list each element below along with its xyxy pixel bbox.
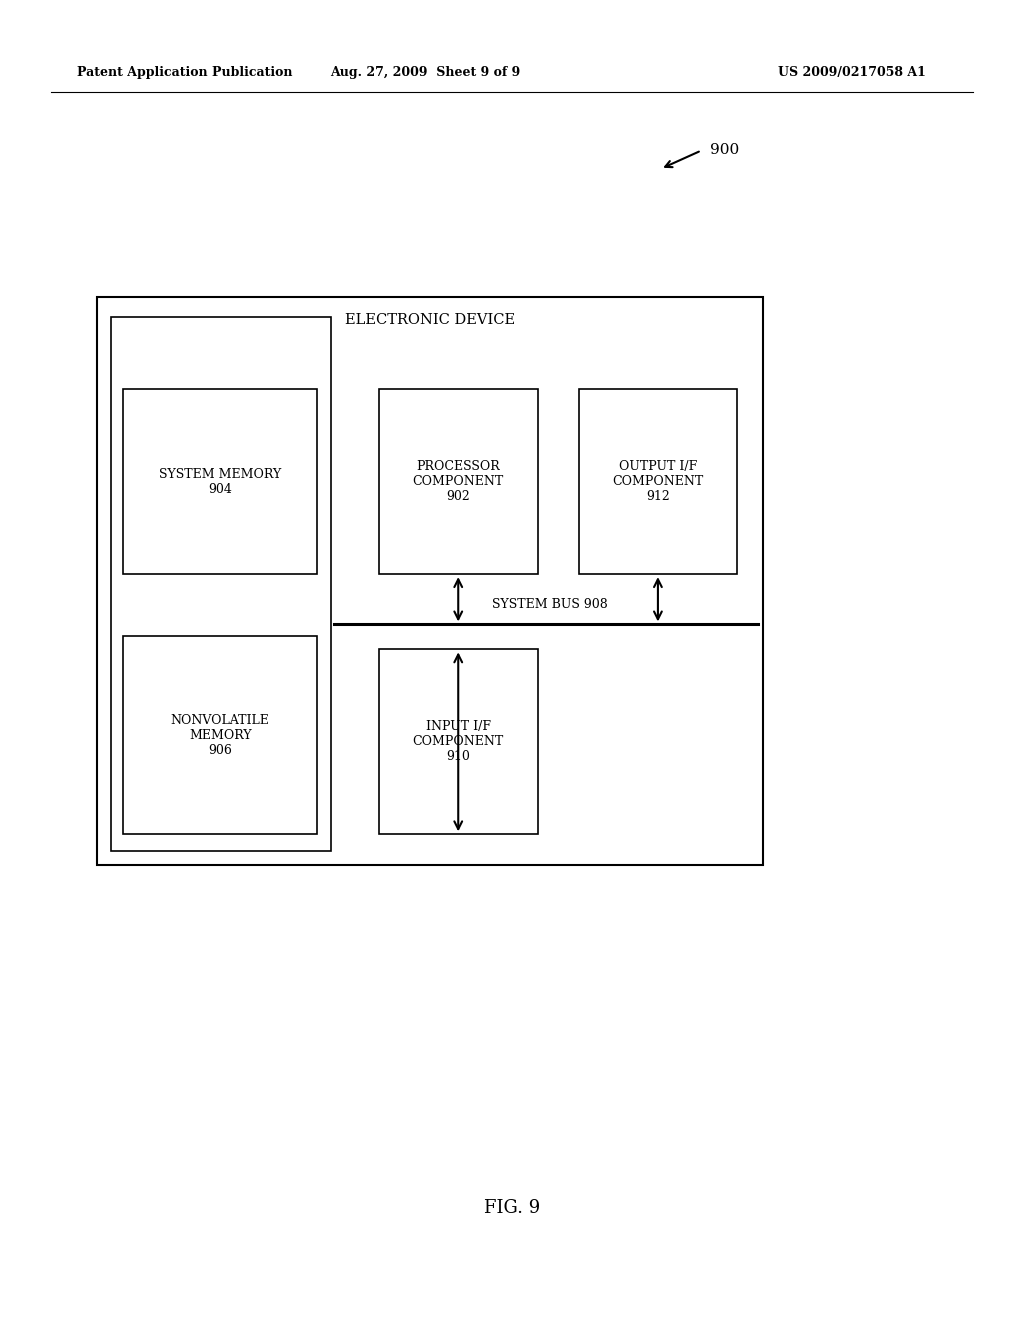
Bar	[123, 636, 317, 834]
Text: NONVOLATILE
MEMORY
906: NONVOLATILE MEMORY 906	[171, 714, 269, 756]
Text: SYSTEM MEMORY
904: SYSTEM MEMORY 904	[159, 467, 282, 496]
Text: Aug. 27, 2009  Sheet 9 of 9: Aug. 27, 2009 Sheet 9 of 9	[330, 66, 520, 79]
Text: 900: 900	[710, 144, 739, 157]
Bar	[579, 389, 737, 574]
Text: ELECTRONIC DEVICE: ELECTRONIC DEVICE	[345, 313, 515, 327]
Bar	[379, 389, 538, 574]
Text: FIG. 9: FIG. 9	[484, 1199, 540, 1217]
Bar	[123, 389, 317, 574]
Text: SYSTEM BUS 908: SYSTEM BUS 908	[492, 598, 607, 611]
Text: PROCESSOR
COMPONENT
902: PROCESSOR COMPONENT 902	[413, 461, 504, 503]
Text: OUTPUT I/F
COMPONENT
912: OUTPUT I/F COMPONENT 912	[612, 461, 703, 503]
Bar	[379, 649, 538, 834]
Bar	[111, 317, 331, 851]
Text: Patent Application Publication: Patent Application Publication	[77, 66, 292, 79]
Bar	[97, 297, 763, 865]
Text: INPUT I/F
COMPONENT
910: INPUT I/F COMPONENT 910	[413, 721, 504, 763]
Text: US 2009/0217058 A1: US 2009/0217058 A1	[778, 66, 926, 79]
